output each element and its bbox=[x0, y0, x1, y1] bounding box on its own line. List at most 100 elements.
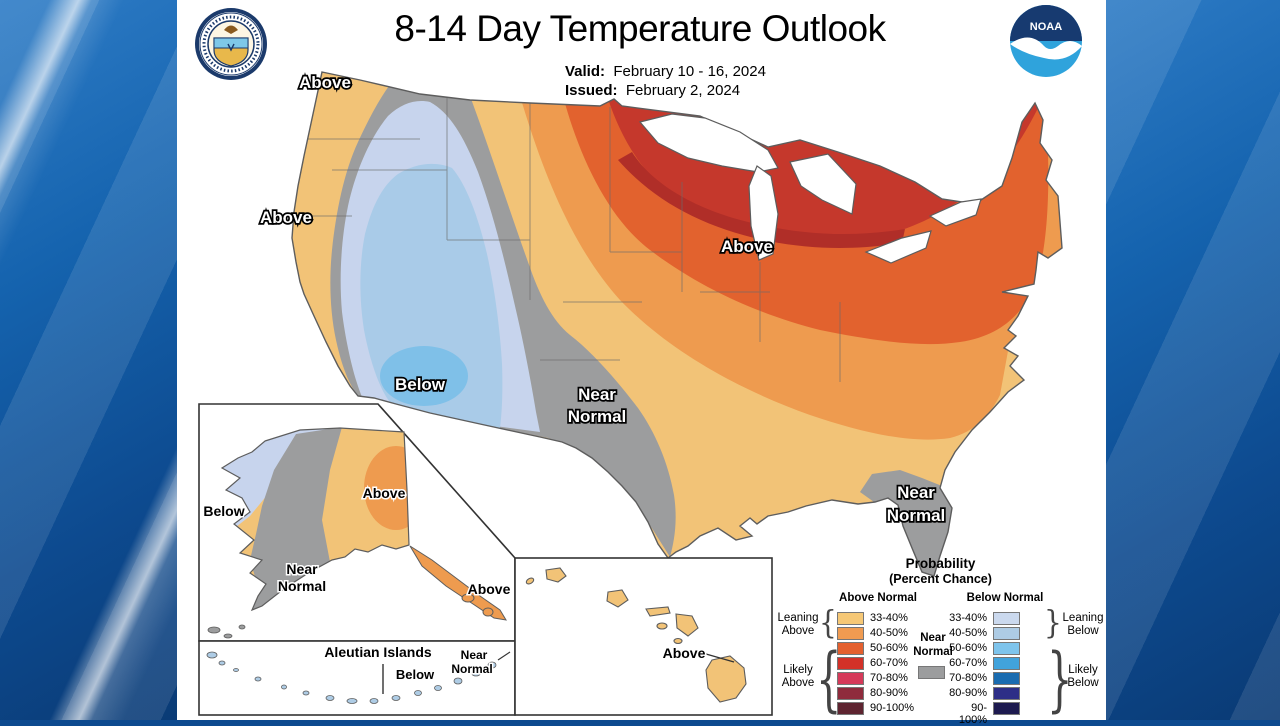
conus-fill-below-50-60-arizona bbox=[380, 346, 468, 406]
alaska-fill-above-40-50 bbox=[364, 446, 409, 530]
doc-seal-eagle bbox=[224, 25, 238, 34]
probability-legend: Probability (Percent Chance) Above Norma… bbox=[775, 556, 1106, 726]
swatch-above-90-100 bbox=[837, 702, 864, 715]
pct-below-0: 33-40% bbox=[949, 612, 987, 624]
broadcast-frame-left bbox=[0, 0, 200, 720]
conus-map: Above Above Below Near Normal Above Near… bbox=[258, 71, 1063, 577]
legend-below-header: Below Normal bbox=[966, 592, 1044, 604]
lake-huron bbox=[789, 153, 857, 215]
label-near-texas-line1: Near bbox=[578, 385, 616, 404]
lake-ontario bbox=[928, 198, 982, 227]
swatch-below-90-100 bbox=[993, 702, 1020, 715]
valid-issued-block: Valid: February 10 - 16, 2024 Issued: Fe… bbox=[565, 62, 766, 100]
pct-above-3: 60-70% bbox=[870, 657, 908, 669]
alaska-label-above-panhandle: Above bbox=[468, 581, 511, 597]
issued-label: Issued: bbox=[565, 82, 618, 99]
issued-line: Issued: February 2, 2024 bbox=[565, 81, 766, 100]
alaska-coastline bbox=[220, 427, 410, 612]
alaska-label-above: Above bbox=[363, 485, 406, 501]
conus-labels: Above Above Below Near Normal Above Near… bbox=[258, 71, 947, 526]
hawaii-islands-shapes bbox=[525, 567, 747, 703]
valid-label: Valid: bbox=[565, 63, 606, 80]
swatch-below-60-70 bbox=[993, 657, 1020, 670]
label-near-florida-line1: Near bbox=[897, 483, 935, 502]
brace-likely-above: { bbox=[816, 640, 842, 721]
hawaii-label-above: Above bbox=[663, 645, 706, 661]
alaska-label-below: Below bbox=[203, 503, 244, 519]
hawaii-map: Above bbox=[525, 567, 747, 703]
great-lakes bbox=[638, 113, 982, 264]
aleutian-label-below: Below bbox=[396, 667, 435, 682]
pct-below-5: 80-90% bbox=[949, 687, 987, 699]
legend-leaning-below: Leaning Below bbox=[1062, 612, 1104, 637]
doc-seal-text-ring bbox=[202, 15, 260, 73]
label-above-midwest: Above bbox=[721, 237, 773, 256]
alaska-labels: Below Above Near Normal Above bbox=[202, 484, 512, 599]
swatch-above-80-90 bbox=[837, 687, 864, 700]
alaska-sw-islands bbox=[207, 624, 246, 639]
pct-above-1: 40-50% bbox=[870, 627, 908, 639]
swatch-below-40-50 bbox=[993, 627, 1020, 640]
brace-leaning-above: { bbox=[819, 603, 837, 642]
noaa-logo-dark-top bbox=[1010, 5, 1082, 41]
alaska-panhandle bbox=[409, 545, 507, 621]
lake-erie bbox=[864, 230, 932, 264]
broadcast-frame-right bbox=[1080, 0, 1280, 720]
swatch-above-70-80 bbox=[837, 672, 864, 685]
state-borders bbox=[294, 98, 841, 382]
label-above-northwest: Above bbox=[299, 73, 351, 92]
hawaii-above-pointer-line bbox=[705, 653, 735, 663]
noaa-logo: NOAA bbox=[1010, 5, 1082, 77]
aleutian-label-near-line1: Near bbox=[461, 648, 488, 662]
issued-value: February 2, 2024 bbox=[625, 82, 741, 99]
pct-below-1: 40-50% bbox=[949, 627, 987, 639]
pct-above-6: 90-100% bbox=[870, 702, 915, 714]
legend-above-header: Above Normal bbox=[839, 592, 917, 604]
pct-below-6: 90-100% bbox=[958, 702, 987, 726]
alaska-fill-near-normal bbox=[248, 428, 342, 610]
swatch-below-33-40 bbox=[993, 612, 1020, 625]
brace-likely-below: } bbox=[1047, 640, 1073, 721]
aleutian-islands-shapes bbox=[206, 651, 511, 704]
pct-below-2: 50-60% bbox=[949, 642, 987, 654]
aleutian-map: Aleutian Islands Below Near Normal bbox=[206, 644, 511, 704]
aleutian-title: Aleutian Islands bbox=[324, 644, 432, 660]
swatch-above-60-70 bbox=[837, 657, 864, 670]
alaska-label-near-line1: Near bbox=[286, 561, 318, 577]
label-below-arizona: Below bbox=[395, 375, 446, 394]
pct-above-5: 80-90% bbox=[870, 687, 908, 699]
pct-above-0: 33-40% bbox=[870, 612, 908, 624]
label-above-west-coast: Above bbox=[260, 208, 312, 227]
noaa-seagull-icon bbox=[1010, 37, 1082, 60]
noaa-logo-text: NOAA bbox=[1030, 21, 1062, 33]
aleutian-inset-box bbox=[198, 640, 516, 716]
aleutian-labels: Aleutian Islands Below Near Normal bbox=[324, 644, 494, 684]
legend-title: Probability bbox=[905, 556, 976, 571]
swatch-above-33-40 bbox=[837, 612, 864, 625]
aleutian-label-near-line2: Normal bbox=[451, 662, 492, 676]
swatch-below-80-90 bbox=[993, 687, 1020, 700]
alaska-label-near-line2: Normal bbox=[278, 578, 326, 594]
pct-below-3: 60-70% bbox=[949, 657, 987, 669]
lake-michigan bbox=[748, 165, 779, 261]
doc-seal-anchor bbox=[227, 43, 235, 52]
pct-above-4: 70-80% bbox=[870, 672, 908, 684]
swatch-below-70-80 bbox=[993, 672, 1020, 685]
swatch-above-40-50 bbox=[837, 627, 864, 640]
legend-subtitle: (Percent Chance) bbox=[889, 572, 992, 586]
label-near-florida-line2: Normal bbox=[887, 506, 946, 525]
swatch-below-50-60 bbox=[993, 642, 1020, 655]
page-title: 8-14 Day Temperature Outlook bbox=[394, 8, 886, 49]
legend-likely-below: Likely Below bbox=[1067, 664, 1099, 689]
conus-coastline bbox=[291, 71, 1063, 577]
swatch-near-normal bbox=[918, 666, 945, 679]
valid-value: February 10 - 16, 2024 bbox=[613, 63, 766, 80]
pct-above-2: 50-60% bbox=[870, 642, 908, 654]
doc-seal-shield-chief bbox=[213, 37, 249, 49]
brace-leaning-below: } bbox=[1044, 603, 1062, 642]
legend-near-line2: Normal bbox=[913, 646, 953, 658]
lake-superior bbox=[638, 113, 779, 173]
swatch-above-50-60 bbox=[837, 642, 864, 655]
legend-leaning-above: Leaning Above bbox=[777, 612, 819, 637]
